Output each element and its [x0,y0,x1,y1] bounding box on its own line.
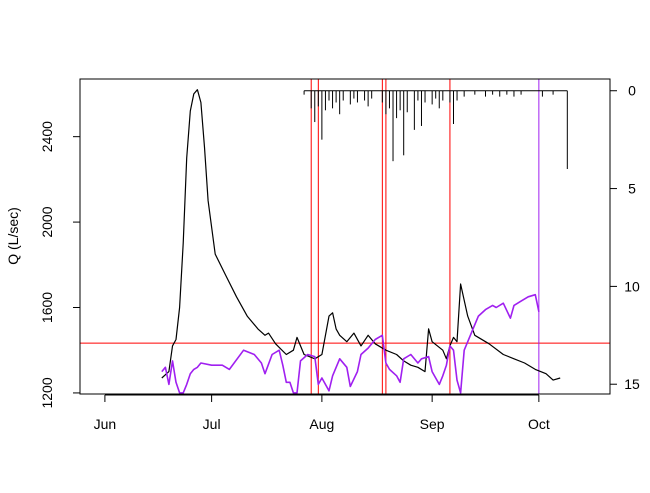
y2-tick-label: 5 [628,181,636,197]
y-tick-label: 2400 [39,121,55,152]
x-tick-label: Jul [203,416,221,432]
y-axis-right: 0 5 10 15 [609,83,640,392]
y2-tick-label: 0 [628,83,636,99]
discharge-series-line [161,89,561,381]
y-tick-label: 1200 [39,377,55,408]
y-tick-label: 2000 [39,206,55,237]
purple-series-line [161,293,540,394]
y2-tick-label: 15 [624,376,640,392]
y-axis-title: Q (L/sec) [5,207,21,265]
y-tick-label: 1600 [39,292,55,323]
x-axis: Jun Jul Aug Sep Oct [94,394,550,432]
plot-frame [79,78,611,395]
x-tick-label: Aug [309,416,334,432]
y2-tick-label: 10 [624,278,640,294]
x-tick-label: Jun [94,416,117,432]
series-layer [161,89,561,394]
reference-lines [80,79,610,394]
precipitation-spikes [303,90,568,169]
x-tick-label: Oct [528,416,550,432]
x-tick-label: Sep [420,416,445,432]
y-axis-left: 1200 1600 2000 2400 [39,121,81,409]
